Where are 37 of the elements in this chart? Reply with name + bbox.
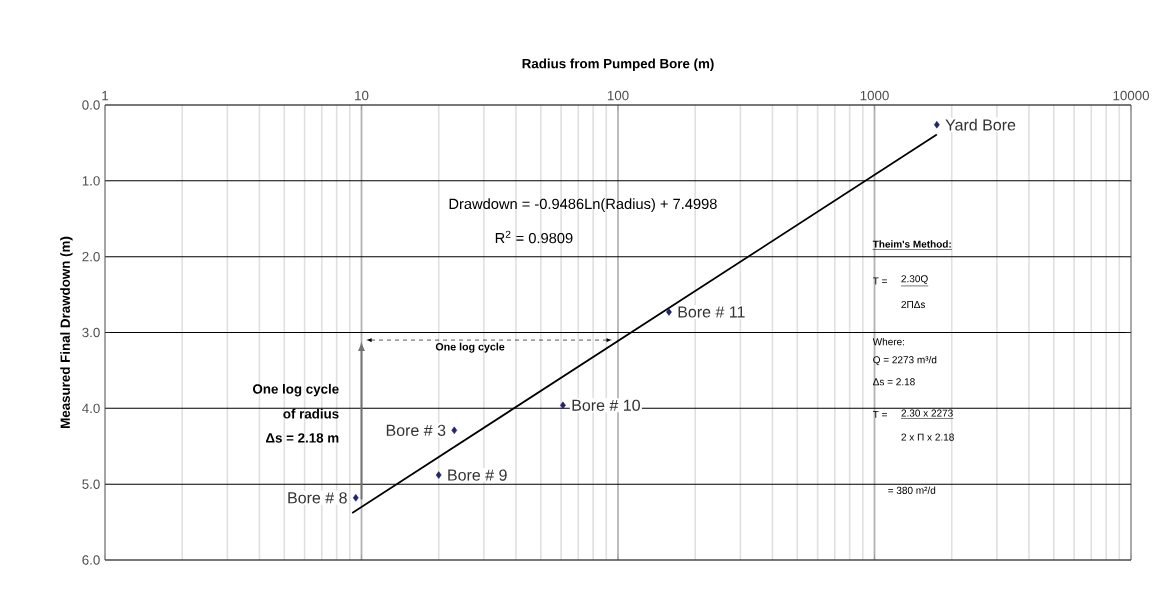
annotation: Bore # 8	[288, 492, 347, 504]
annotation: T =	[872, 410, 887, 418]
x-tick-label: 1	[102, 91, 109, 101]
annotation: Bore # 10	[572, 399, 640, 411]
annotation: Yard Bore	[945, 118, 1016, 131]
y-tick-label: 4.0	[82, 403, 100, 414]
annotation: One log cycle	[252, 383, 339, 397]
annotation: Theim's Method:	[872, 240, 951, 248]
annotation: 2.30 x 2273	[901, 409, 953, 417]
y-tick-label: 0.0	[82, 100, 100, 110]
x-tick-label: 100	[607, 90, 629, 101]
annotation: Bore # 9	[448, 469, 507, 481]
annotation: One log cycle	[435, 342, 505, 353]
x-tick-label: 10	[355, 90, 369, 101]
annotation: of radius	[283, 408, 339, 419]
annotation: Drawdown = -0.9486Ln(Radius) + 7.4998	[449, 198, 717, 212]
x-tick-label: 1000	[860, 90, 889, 101]
annotation: Δs = 2.18 m	[265, 433, 339, 443]
annotation: T =	[872, 277, 887, 285]
annotation: = 380 m²/d	[888, 486, 936, 494]
x-axis-title: Radius from Pumped Bore (m)	[522, 58, 714, 71]
y-axis-title: Measured Final Drawdown (m)	[60, 236, 73, 428]
annotation: 2ΠΔs	[901, 300, 926, 308]
annotation: Where:	[872, 337, 905, 346]
y-tick-label: 6.0	[82, 555, 100, 565]
annotation: 2 x Π x 2.18	[901, 433, 954, 441]
x-tick-label: 10000	[1113, 90, 1150, 101]
annotation: Δs = 2.18	[873, 378, 915, 386]
y-tick-label: 5.0	[82, 479, 100, 489]
annotation: Q = 2273 m³/d	[873, 356, 937, 366]
annotation: Bore # 3	[386, 424, 446, 436]
y-tick-label: 3.0	[82, 327, 100, 338]
y-tick-label: 2.0	[82, 251, 100, 262]
annotation: 2.30Q	[901, 275, 928, 285]
annotation: R$^{2}$ = 0.9809	[495, 230, 573, 244]
annotation: Bore # 11	[678, 306, 745, 318]
y-tick-label: 1.0	[82, 176, 100, 186]
